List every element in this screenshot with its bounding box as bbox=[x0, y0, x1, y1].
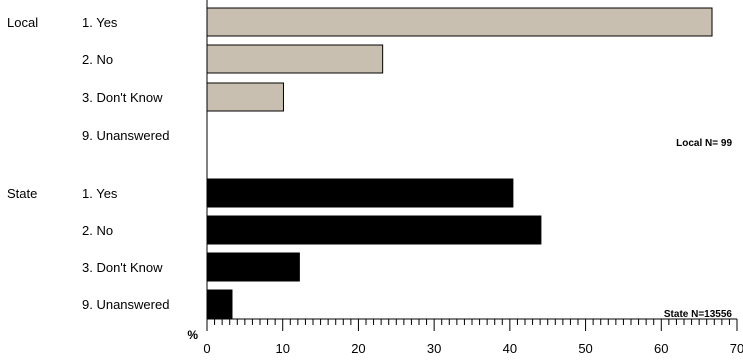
category-label: 9. Unanswered bbox=[82, 128, 169, 143]
category-label: 2. No bbox=[82, 52, 113, 67]
x-tick-label: 30 bbox=[427, 341, 441, 356]
category-label: 1. Yes bbox=[82, 15, 118, 30]
bar-local bbox=[206, 44, 384, 74]
bar-state bbox=[206, 289, 233, 319]
group-label-local: Local bbox=[7, 15, 38, 30]
category-label: 1. Yes bbox=[82, 186, 118, 201]
bar-local bbox=[206, 7, 713, 37]
n-label-local: Local N= 99 bbox=[676, 138, 732, 149]
category-label: 9. Unanswered bbox=[82, 297, 169, 312]
x-tick-label: 70 bbox=[730, 341, 743, 356]
x-axis-label: % bbox=[187, 328, 198, 342]
bar-state bbox=[206, 178, 514, 208]
group-label-state: State bbox=[7, 186, 37, 201]
bar-local bbox=[206, 82, 284, 112]
bar-state bbox=[206, 215, 542, 245]
x-tick-label: 10 bbox=[275, 341, 289, 356]
category-label: 3. Don't Know bbox=[82, 90, 163, 105]
x-tick-label: 60 bbox=[654, 341, 668, 356]
x-tick-label: 40 bbox=[503, 341, 517, 356]
category-label: 2. No bbox=[82, 223, 113, 238]
n-label-state: State N=13556 bbox=[664, 309, 733, 320]
x-tick-label: 20 bbox=[351, 341, 365, 356]
bar-state bbox=[206, 252, 300, 282]
x-tick-label: 50 bbox=[578, 341, 592, 356]
category-label: 3. Don't Know bbox=[82, 260, 163, 275]
x-tick-label: 0 bbox=[203, 341, 210, 356]
